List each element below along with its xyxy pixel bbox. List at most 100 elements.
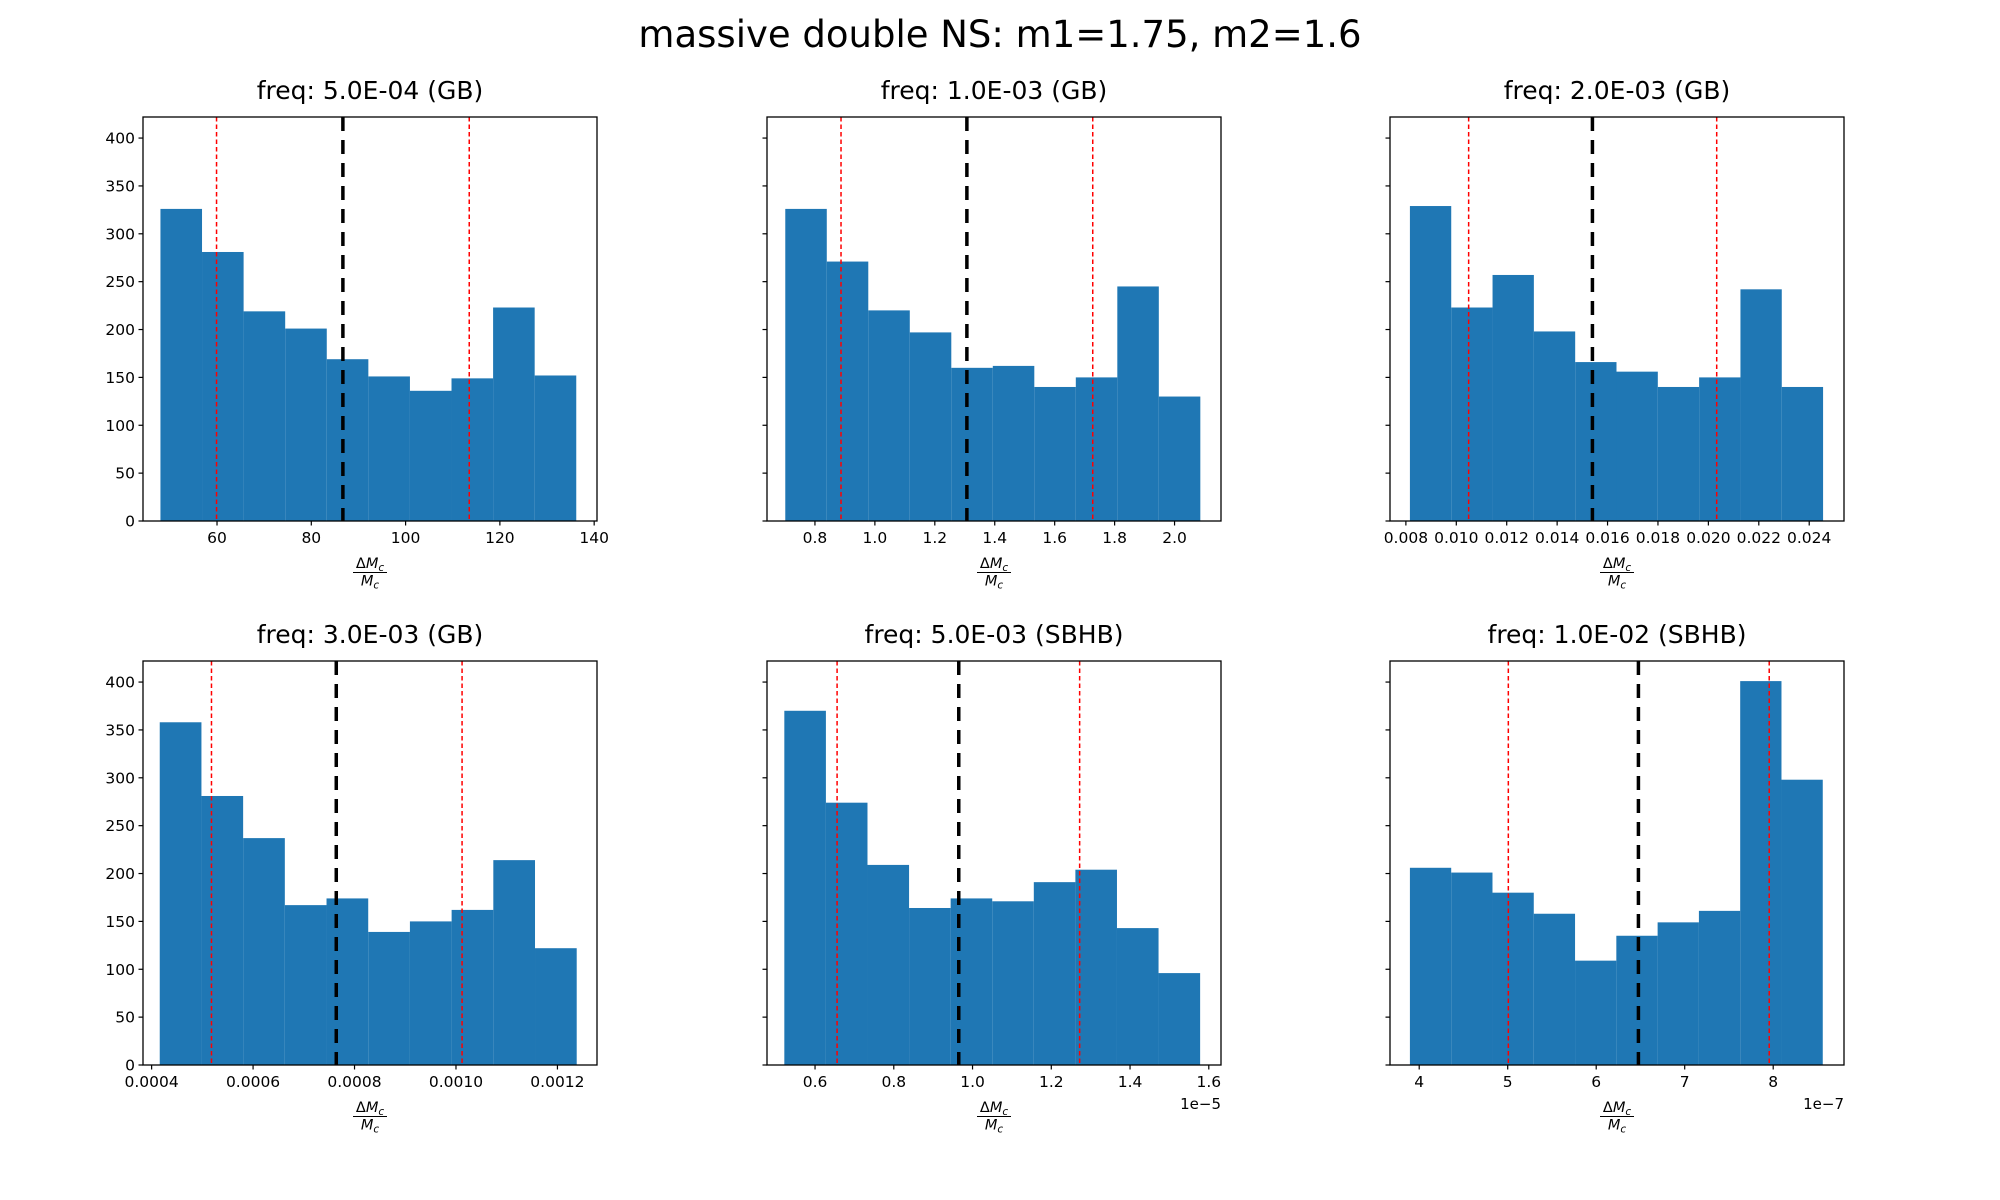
y-tick-label: 150: [105, 369, 135, 387]
histogram-bar: [243, 311, 286, 521]
x-tick-label: 0.0006: [226, 1073, 280, 1091]
x-tick-label: 0.016: [1585, 529, 1629, 547]
x-tick-label: 5: [1503, 1073, 1513, 1091]
x-tick-label: 0.010: [1434, 529, 1478, 547]
x-axis-label-denominator: Mc: [1608, 574, 1627, 592]
y-tick-label: 400: [105, 130, 135, 148]
histogram-bar: [409, 921, 452, 1065]
y-tick-label: 0: [125, 1057, 135, 1075]
x-tick-label: 1.2: [922, 529, 947, 547]
histogram-bar: [1034, 386, 1076, 521]
histogram-bar: [1740, 681, 1782, 1065]
y-tick-label: 250: [105, 273, 135, 291]
x-tick-label: 6: [1591, 1073, 1601, 1091]
subplot-title: freq: 1.0E-02 (SBHB): [1487, 620, 1747, 649]
x-tick-label: 0.0012: [530, 1073, 584, 1091]
histogram-bar: [1492, 274, 1534, 521]
x-tick-label: 60: [207, 529, 227, 547]
y-tick-label: 350: [105, 177, 135, 195]
x-tick-label: 0.8: [803, 529, 828, 547]
x-tick-label: 0.022: [1737, 529, 1781, 547]
histogram-bar: [368, 376, 410, 521]
x-tick-label: 0.014: [1535, 529, 1579, 547]
histogram-bar: [1657, 922, 1699, 1065]
histogram-bar: [243, 838, 285, 1065]
y-tick-label: 200: [105, 321, 135, 339]
histogram-bar: [1492, 892, 1534, 1065]
x-axis-label-denominator: Mc: [1608, 1118, 1627, 1136]
histogram-bar: [202, 251, 244, 521]
y-tick-label: 100: [105, 961, 135, 979]
y-tick-label: 300: [105, 225, 135, 243]
x-tick-label: 1.2: [1039, 1073, 1064, 1091]
histogram-bar: [1033, 882, 1076, 1065]
x-tick-label: 0.8: [881, 1073, 906, 1091]
y-tick-label: 50: [115, 465, 135, 483]
histogram-bar: [1533, 913, 1576, 1065]
histogram-bar: [326, 359, 369, 521]
histogram-bar: [992, 365, 1035, 521]
y-tick-label: 300: [105, 769, 135, 787]
histogram-bar: [451, 378, 494, 521]
histogram-bar: [159, 722, 202, 1065]
x-axis-label-denominator: Mc: [985, 574, 1004, 592]
x-tick-label: 0.0008: [327, 1073, 381, 1091]
subplot-title: freq: 5.0E-03 (SBHB): [864, 620, 1124, 649]
histogram-bar: [201, 795, 244, 1065]
x-tick-label: 80: [301, 529, 321, 547]
histogram-bar: [1409, 206, 1452, 521]
histogram-bar: [409, 390, 452, 521]
x-tick-label: 0.024: [1787, 529, 1831, 547]
histogram-bar: [785, 208, 827, 521]
x-tick-label: 0.008: [1384, 529, 1428, 547]
subplot-freq-5.0e-04-gb: freq: 5.0E-04 (GB) 0 50 100 150 200 250 300 350…: [43, 67, 637, 631]
y-tick-label: 50: [115, 1009, 135, 1027]
histogram-bar: [826, 261, 869, 521]
x-tick-label: 0.0004: [124, 1073, 178, 1091]
histogram-plot: 0.008 0.010 0.012 0.014 0.016 0.018 0.020 0.022…: [1384, 116, 1845, 592]
histogram-bar: [1075, 377, 1118, 521]
x-tick-label: 100: [391, 529, 421, 547]
x-tick-label: 140: [579, 529, 609, 547]
y-tick-label: 100: [105, 417, 135, 435]
histogram-plot: 0 50 100 150 200 250 300 350 400 60 80 100 120 140 ΔMc…: [105, 116, 609, 592]
x-axis-label-denominator: Mc: [361, 1118, 380, 1136]
subplot-title: freq: 3.0E-03 (GB): [256, 620, 484, 649]
x-tick-label: 120: [485, 529, 515, 547]
histogram-bar: [1117, 286, 1159, 521]
histogram-bar: [284, 905, 327, 1065]
histogram-bar: [1533, 331, 1576, 521]
x-tick-label: 1.4: [1118, 1073, 1143, 1091]
histogram-bar: [909, 907, 951, 1065]
x-tick-label: 1.0: [863, 529, 888, 547]
histogram-bar: [493, 860, 536, 1065]
subplot-freq-1.0e-02-sbhb: freq: 1.0E-02 (SBHB) 4 5 6 7 8 1e−7 ΔMc Mc: [1290, 611, 1884, 1175]
x-tick-label: 1.6: [1042, 529, 1067, 547]
axis-offset-label: 1e−7: [1803, 1095, 1844, 1113]
x-axis-label-numerator: ΔMc: [1603, 1100, 1631, 1118]
histogram-bar: [1451, 872, 1493, 1065]
histogram-bar: [493, 307, 535, 521]
y-tick-label: 350: [105, 721, 135, 739]
histogram-bar: [451, 909, 494, 1065]
y-tick-label: 400: [105, 674, 135, 692]
histogram-bar: [1781, 779, 1823, 1065]
subplot-freq-1.0e-03-gb: freq: 1.0E-03 (GB) 0.8 1.0 1.2 1.4 1.6 1.8 2.0…: [667, 67, 1261, 631]
histogram-bar: [1699, 377, 1741, 521]
histogram-bar: [285, 328, 327, 521]
histogram-bar: [992, 901, 1034, 1065]
histogram-bar: [950, 898, 993, 1065]
x-axis-label-numerator: ΔMc: [356, 556, 384, 574]
axes-frame: [1389, 116, 1845, 522]
x-tick-label: 0.012: [1485, 529, 1529, 547]
histogram-bar: [784, 710, 826, 1065]
histogram-bar: [1740, 289, 1782, 521]
histogram-bar: [1781, 386, 1824, 521]
x-tick-label: 1.0: [960, 1073, 985, 1091]
subplot-title: freq: 5.0E-04 (GB): [256, 76, 484, 105]
histogram-bar: [1409, 867, 1452, 1065]
x-axis-label-numerator: ΔMc: [1603, 556, 1631, 574]
x-tick-label: 7: [1680, 1073, 1690, 1091]
